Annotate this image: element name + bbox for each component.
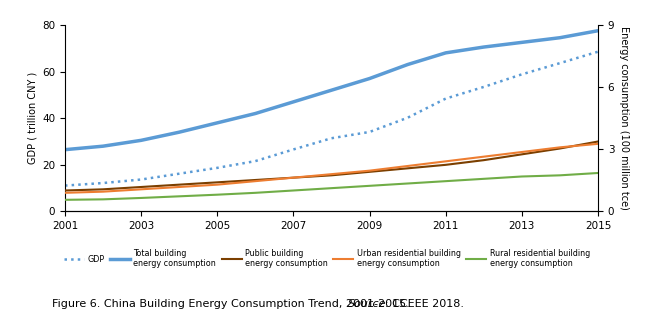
Text: Source: Source	[348, 299, 386, 309]
Y-axis label: Energy consumption (100 million tce): Energy consumption (100 million tce)	[619, 26, 629, 210]
Text: : CCEEE 2018.: : CCEEE 2018.	[385, 299, 465, 309]
Legend: GDP, Total building
energy consumption, Public building
energy consumption, Urba: GDP, Total building energy consumption, …	[64, 249, 590, 268]
Text: Figure 6. China Building Energy Consumption Trend, 2001-2015.: Figure 6. China Building Energy Consumpt…	[52, 299, 413, 309]
Y-axis label: GDP ( trillion CNY ): GDP ( trillion CNY )	[28, 72, 38, 164]
